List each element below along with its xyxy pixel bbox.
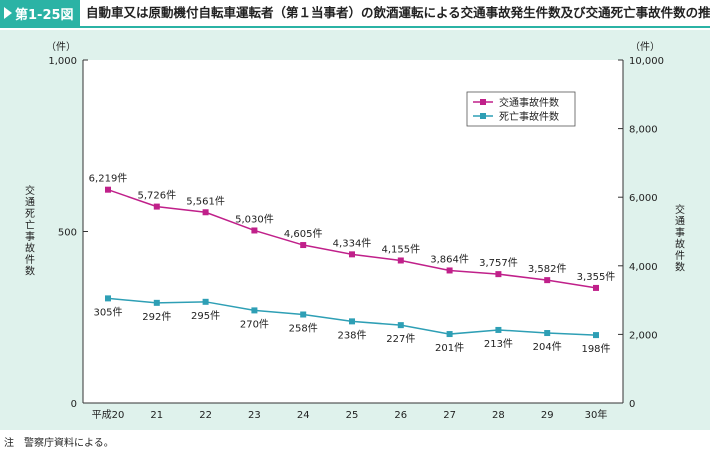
legend-label-fatal: 死亡事故件数 xyxy=(499,110,559,123)
data-point-fatal xyxy=(593,332,599,339)
x-tick-label: 21 xyxy=(150,410,163,421)
right-tick-label: 2,000 xyxy=(629,330,658,341)
header-divider xyxy=(0,26,710,28)
data-label-accidents: 3,864件 xyxy=(430,253,469,265)
data-label-accidents: 3,582件 xyxy=(528,263,567,275)
source-note: 注 警察庁資料による。 xyxy=(4,438,114,449)
legend-marker-fatal xyxy=(480,113,486,119)
data-point-accidents xyxy=(153,203,160,210)
left-tick-label: 500 xyxy=(58,228,77,239)
x-tick-label: 25 xyxy=(346,410,359,421)
left-axis-unit: （件） xyxy=(46,41,76,53)
data-point-accidents xyxy=(251,227,258,234)
data-point-fatal xyxy=(446,331,453,338)
data-label-fatal: 295件 xyxy=(191,310,220,322)
data-point-fatal xyxy=(397,322,404,329)
legend-label-accidents: 交通事故件数 xyxy=(499,96,559,109)
right-tick-label: 6,000 xyxy=(629,193,658,204)
figure-badge: 第1-25図 xyxy=(0,0,80,26)
data-point-accidents xyxy=(544,277,551,284)
data-point-fatal xyxy=(349,318,355,325)
data-label-accidents: 3,757件 xyxy=(479,257,518,269)
data-point-accidents xyxy=(300,242,307,249)
data-label-fatal: 198件 xyxy=(581,343,610,355)
data-label-accidents: 3,355件 xyxy=(577,271,616,283)
data-point-fatal xyxy=(202,298,209,305)
data-label-accidents: 6,219件 xyxy=(89,173,128,185)
legend-box xyxy=(466,91,576,127)
right-axis-label: 交通事故件数 xyxy=(675,203,685,274)
chart-panel: 0 500 1,000 0 2,000 4,000 6,000 8,000 10,000 （件） （… xyxy=(0,30,710,430)
data-label-fatal: 227件 xyxy=(386,333,415,345)
data-point-fatal xyxy=(300,311,307,318)
x-tick-label: 24 xyxy=(297,410,310,421)
right-axis-unit: （件） xyxy=(630,41,660,53)
data-label-accidents: 4,334件 xyxy=(333,237,372,249)
triangle-icon xyxy=(4,7,12,19)
data-label-fatal: 238件 xyxy=(337,329,366,341)
figure-label: 第1-25図 xyxy=(15,7,74,23)
data-label-fatal: 204件 xyxy=(533,341,562,353)
right-tick-label: 10,000 xyxy=(629,56,664,67)
data-label-accidents: 4,605件 xyxy=(284,228,323,240)
data-point-fatal xyxy=(153,299,160,306)
right-tick-label: 0 xyxy=(629,399,635,410)
data-point-accidents xyxy=(349,251,355,258)
left-tick-label: 1,000 xyxy=(48,56,77,67)
x-tick-label: 27 xyxy=(443,410,456,421)
data-point-fatal xyxy=(544,330,551,337)
data-point-accidents xyxy=(446,267,453,274)
x-tick-label: 26 xyxy=(394,410,407,421)
data-point-fatal xyxy=(251,307,258,314)
data-point-fatal xyxy=(495,326,502,333)
right-tick-label: 4,000 xyxy=(629,262,658,273)
data-label-accidents: 5,561件 xyxy=(186,195,225,207)
line-chart: 0 500 1,000 0 2,000 4,000 6,000 8,000 10,000 （件） （… xyxy=(25,41,685,421)
figure-header: 第1-25図 自動車又は原動機付自転車運転者（第１当事者）の飲酒運転による交通事… xyxy=(0,0,710,26)
data-point-accidents xyxy=(105,186,111,193)
data-label-fatal: 292件 xyxy=(142,311,171,323)
x-tick-label: 22 xyxy=(199,410,212,421)
legend-marker-accidents xyxy=(480,99,486,105)
x-tick-label: 29 xyxy=(541,410,554,421)
x-tick-label: 23 xyxy=(248,410,261,421)
x-tick-label: 28 xyxy=(492,410,505,421)
data-label-fatal: 258件 xyxy=(289,323,318,335)
data-label-fatal: 201件 xyxy=(435,342,464,354)
chart-title: 自動車又は原動機付自転車運転者（第１当事者）の飲酒運転による交通事故発生件数及び… xyxy=(86,5,710,20)
data-label-accidents: 4,155件 xyxy=(381,243,420,255)
data-point-accidents xyxy=(495,271,502,278)
right-tick-label: 8,000 xyxy=(629,125,658,136)
data-label-fatal: 270件 xyxy=(240,318,269,330)
data-label-fatal: 213件 xyxy=(484,338,513,350)
data-label-fatal: 305件 xyxy=(93,306,122,318)
data-label-accidents: 5,030件 xyxy=(235,213,274,225)
x-tick-label: 30年 xyxy=(585,408,608,421)
data-point-accidents xyxy=(202,209,209,216)
data-label-accidents: 5,726件 xyxy=(137,190,176,202)
x-tick-label: 平成20 xyxy=(92,409,125,421)
left-axis-label: 交通死亡事故件数 xyxy=(25,184,35,278)
left-tick-label: 0 xyxy=(71,399,77,410)
data-point-fatal xyxy=(105,295,111,302)
data-point-accidents xyxy=(593,284,599,291)
data-point-accidents xyxy=(397,257,404,264)
